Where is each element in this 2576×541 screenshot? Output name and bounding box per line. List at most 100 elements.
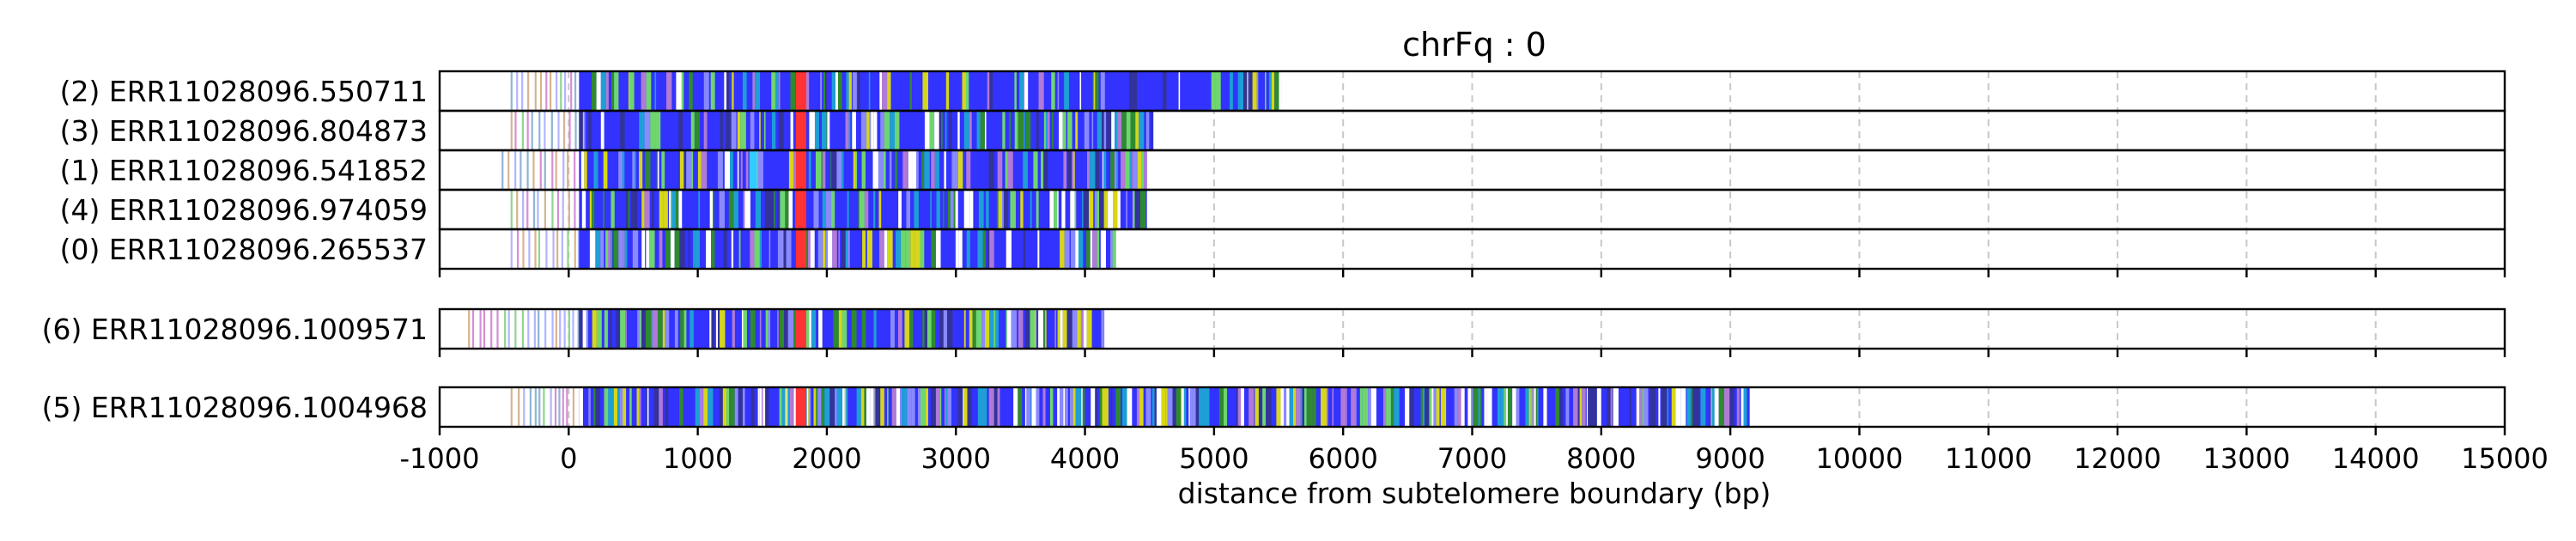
read-segment	[878, 191, 882, 228]
read-segment	[1110, 230, 1113, 268]
read-segment	[661, 151, 665, 189]
read-segment	[848, 230, 850, 268]
read-segment	[1099, 388, 1103, 426]
read-segment	[1103, 151, 1107, 189]
read-segment	[556, 230, 559, 268]
read-segment	[521, 112, 524, 149]
read-segment	[887, 72, 891, 110]
read-segment	[577, 310, 580, 348]
read-segment	[934, 151, 937, 189]
read-segment	[1019, 72, 1024, 110]
read-segment	[595, 388, 600, 426]
read-segment	[987, 230, 990, 268]
read-segment	[1054, 191, 1058, 228]
read-segment	[874, 388, 876, 426]
read-segment	[835, 388, 837, 426]
x-axis-label: distance from subtelomere boundary (bp)	[1178, 477, 1771, 510]
read-segment	[977, 230, 983, 268]
read-segment	[519, 151, 522, 189]
read-segment	[1006, 310, 1012, 348]
read-segment	[765, 388, 769, 426]
read-segment	[1082, 388, 1085, 426]
read-segment	[904, 310, 910, 348]
read-segment	[514, 151, 517, 189]
read-segment	[966, 151, 971, 189]
read-label: (4) ERR11028096.974059	[60, 193, 428, 227]
read-segment	[931, 310, 936, 348]
read-segment	[558, 388, 561, 426]
read-segment	[731, 230, 734, 268]
read-segment	[589, 191, 592, 228]
read-segment	[676, 72, 682, 110]
read-segment	[693, 230, 696, 268]
read-segment	[1091, 112, 1094, 149]
read-segment	[533, 310, 536, 348]
read-segment	[628, 72, 630, 110]
read-segment	[1051, 72, 1055, 110]
read-segment	[1467, 388, 1472, 426]
read-segment	[755, 72, 761, 110]
read-segment	[769, 230, 771, 268]
read-segment	[993, 310, 996, 348]
read-segment	[620, 112, 625, 149]
read-segment	[898, 191, 902, 228]
read-segment	[873, 112, 878, 149]
read-segment	[1091, 388, 1096, 426]
read-segment	[1457, 388, 1461, 426]
read-segment	[775, 72, 779, 110]
read-segment	[981, 310, 986, 348]
read-segment	[532, 151, 535, 189]
read-segment	[866, 230, 872, 268]
read-segment	[711, 310, 715, 348]
read-segment	[593, 388, 596, 426]
read-segment	[1582, 388, 1586, 426]
read-segment	[671, 191, 672, 228]
read-segment	[521, 72, 524, 110]
read-segment	[1030, 388, 1032, 426]
read-segment	[1167, 388, 1173, 426]
read-segment	[1183, 388, 1187, 426]
read-segment	[737, 151, 739, 189]
read-segment	[1283, 388, 1287, 426]
read-segment	[1117, 112, 1122, 149]
read-segment	[1097, 230, 1100, 268]
read-segment	[831, 72, 836, 110]
read-segment	[1592, 388, 1597, 426]
read-segment	[534, 230, 537, 268]
read-segment	[1057, 72, 1060, 110]
read-segment	[883, 151, 886, 189]
read-segment	[945, 112, 947, 149]
read-segment	[920, 230, 925, 268]
read-segment	[659, 191, 664, 228]
read-segment	[1176, 388, 1182, 426]
read-segment	[637, 310, 639, 348]
read-segment	[1025, 310, 1030, 348]
read-segment	[1136, 388, 1140, 426]
read-segment	[907, 388, 912, 426]
read-segment	[1280, 388, 1284, 426]
read-segment	[1642, 388, 1644, 426]
read-segment	[574, 151, 576, 189]
read-segment	[1102, 388, 1104, 426]
read-segment	[864, 191, 869, 228]
read-segment	[1700, 388, 1706, 426]
read-segment	[1151, 112, 1153, 149]
read-segment	[841, 310, 848, 348]
read-segment	[1069, 388, 1073, 426]
read-segment	[592, 310, 597, 348]
read-segment	[770, 191, 774, 228]
read-label: (0) ERR11028096.265537	[60, 233, 428, 266]
read-segment	[694, 112, 700, 149]
read-segment	[957, 112, 960, 149]
read-segment	[1211, 72, 1216, 110]
read-label: (3) ERR11028096.804873	[60, 114, 428, 148]
read-segment	[636, 388, 640, 426]
read-segment	[869, 112, 872, 149]
read-segment	[734, 388, 738, 426]
read-segment	[777, 310, 779, 348]
read-segment	[1565, 388, 1570, 426]
read-track	[510, 72, 1282, 110]
read-segment	[1090, 151, 1096, 189]
read-segment	[820, 72, 823, 110]
read-segment	[507, 310, 510, 348]
